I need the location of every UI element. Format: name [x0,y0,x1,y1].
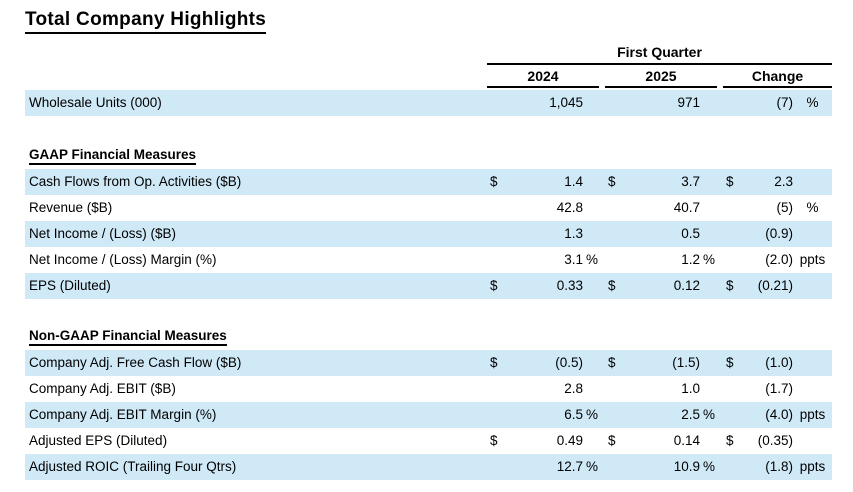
dollar-2024: $ [490,174,498,190]
table-row: Company Adj. EBIT ($B) 2.8 1.0 (1.7) [25,376,832,402]
value-change: (0.35) [757,433,793,449]
value-2024: 1.3 [564,226,583,242]
row-label: Company Adj. EBIT ($B) [29,381,176,397]
header-right: First Quarter 2024 2025 Change [487,44,832,88]
column-header-change: Change [723,68,832,88]
value-change: (0.9) [765,226,793,242]
row-label: Net Income / (Loss) ($B) [29,226,177,242]
value-2024: 1.4 [564,174,583,190]
row-label: Company Adj. EBIT Margin (%) [29,407,217,423]
value-change: (1.7) [765,381,793,397]
row-label: EPS (Diluted) [29,278,111,294]
header-spacer [25,44,487,88]
value-2025: 0.14 [673,433,700,449]
table-row: Cash Flows from Op. Activities ($B) $ 1.… [25,169,832,195]
value-2024: 6.5 [564,407,583,423]
value-change: (4.0) [765,407,793,423]
row-label: Revenue ($B) [29,200,113,216]
column-headers: 2024 2025 Change [487,68,832,88]
value-2025: 0.5 [681,226,700,242]
row-label: Adjusted ROIC (Trailing Four Qtrs) [29,459,237,475]
value-2025: 1.0 [681,381,700,397]
unit-change: ppts [799,407,826,423]
highlights-table: First Quarter 2024 2025 Change Wholesale… [25,44,832,480]
dollar-change: $ [726,174,734,190]
value-2024: (0.5) [555,355,583,371]
value-2025: 0.12 [673,278,700,294]
value-2024: 0.33 [556,278,583,294]
dollar-2024: $ [490,355,498,371]
unit-2025: % [703,252,716,268]
value-change: (0.21) [757,278,793,294]
table-row: Net Income / (Loss) Margin (%) 3.1 % 1.2… [25,247,832,273]
dollar-2025: $ [608,174,616,190]
row-label: Wholesale Units (000) [29,95,162,111]
unit-2025: % [703,407,716,423]
table-row: Wholesale Units (000) 1,045 971 (7) % [25,90,832,116]
row-label: Adjusted EPS (Diluted) [29,433,168,449]
value-change: (7) [776,95,794,111]
value-2025: 40.7 [673,200,700,216]
page-title: Total Company Highlights [25,9,267,34]
table-header: First Quarter 2024 2025 Change [25,44,832,88]
value-2025: 10.9 [673,459,700,475]
value-2024: 2.8 [564,381,583,397]
column-header-2025: 2025 [605,68,717,88]
dollar-change: $ [726,433,734,449]
value-2024: 12.7 [556,459,583,475]
table-row: Revenue ($B) 42.8 40.7 (5) % [25,195,832,221]
dollar-change: $ [726,355,734,371]
unit-change: % [806,95,819,111]
section-heading-non-gaap: Non-GAAP Financial Measures [29,328,227,346]
unit-2024: % [586,459,599,475]
row-label: Company Adj. Free Cash Flow ($B) [29,355,242,371]
value-2025: (1.5) [672,355,700,371]
value-2024: 3.1 [564,252,583,268]
value-change: (1.8) [765,459,793,475]
column-group-label: First Quarter [487,44,832,65]
dollar-2025: $ [608,355,616,371]
unit-change: ppts [799,459,826,475]
section-heading-gaap: GAAP Financial Measures [29,147,197,165]
value-2025: 971 [677,95,700,111]
value-2024: 1,045 [549,95,583,111]
section-heading-non-gaap-wrap: Non-GAAP Financial Measures [29,327,832,346]
value-change: (1.0) [765,355,793,371]
value-2024: 42.8 [556,200,583,216]
value-change: 2.3 [774,174,793,190]
table-row: Company Adj. Free Cash Flow ($B) $ (0.5)… [25,350,832,376]
value-2025: 2.5 [681,407,700,423]
column-header-2024: 2024 [487,68,599,88]
value-change: (5) [776,200,794,216]
value-2024: 0.49 [556,433,583,449]
unit-change: % [806,200,819,216]
section-heading-gaap-wrap: GAAP Financial Measures [29,146,832,165]
dollar-2025: $ [608,278,616,294]
table-row: Net Income / (Loss) ($B) 1.3 0.5 (0.9) [25,221,832,247]
table-row: Company Adj. EBIT Margin (%) 6.5 % 2.5 %… [25,402,832,428]
table-row: Adjusted ROIC (Trailing Four Qtrs) 12.7 … [25,454,832,480]
row-label: Net Income / (Loss) Margin (%) [29,252,217,268]
unit-2024: % [586,407,599,423]
dollar-2025: $ [608,433,616,449]
row-label: Cash Flows from Op. Activities ($B) [29,174,242,190]
dollar-2024: $ [490,278,498,294]
unit-2024: % [586,252,599,268]
value-change: (2.0) [765,252,793,268]
unit-2025: % [703,459,716,475]
value-2025: 3.7 [681,174,700,190]
table-row: EPS (Diluted) $ 0.33 $ 0.12 $ (0.21) [25,273,832,299]
unit-change: ppts [799,252,826,268]
table-row: Adjusted EPS (Diluted) $ 0.49 $ 0.14 $ (… [25,428,832,454]
dollar-2024: $ [490,433,498,449]
value-2025: 1.2 [681,252,700,268]
dollar-change: $ [726,278,734,294]
